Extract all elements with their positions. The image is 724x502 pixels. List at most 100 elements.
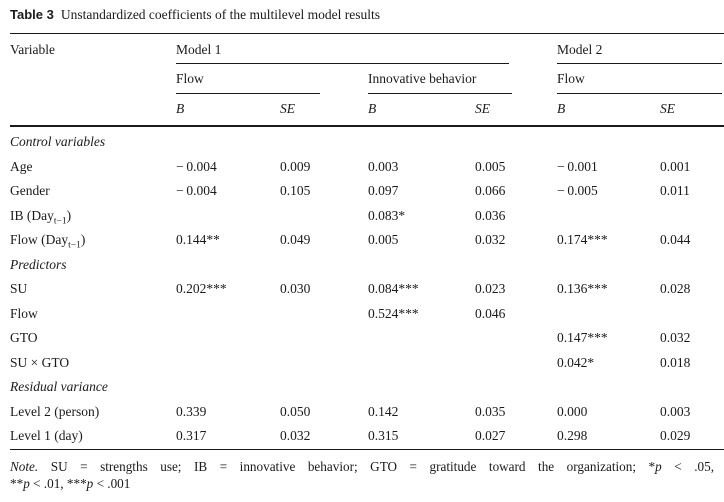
value-cell: 0.023 xyxy=(475,281,506,297)
value-cell xyxy=(176,302,280,327)
value-cell: 0.003 xyxy=(368,158,399,174)
header-row-models: Variable Model 1 Model 2 xyxy=(10,33,724,127)
section-label: Predictors xyxy=(10,256,67,272)
column-group-model1-label: Model 1 xyxy=(176,34,509,64)
row-label: Level 2 (person) xyxy=(10,403,100,419)
value-cell: 0.032 xyxy=(280,424,368,450)
table-header: Variable Model 1 Model 2 Flow Innovative… xyxy=(10,33,724,127)
value-cell: 0.032 xyxy=(660,330,691,346)
column-group-innovative-behavior: Innovative behavior xyxy=(368,64,557,94)
column-group-flow-m2: Flow xyxy=(557,64,724,94)
table-caption-text: Unstandardized coefficients of the multi… xyxy=(60,7,380,22)
value-cell: − 0.004 xyxy=(176,158,217,174)
table-row: Flow 0.524*** 0.046 xyxy=(10,302,724,327)
value-cell xyxy=(280,326,368,351)
value-cell: 0.005 xyxy=(368,232,399,248)
column-group-model2: Model 2 xyxy=(557,33,724,64)
value-cell: 0.029 xyxy=(660,424,724,450)
value-cell: 0.050 xyxy=(280,403,311,419)
value-cell xyxy=(475,326,557,351)
table-row: Level 1 (day) 0.317 0.032 0.315 0.027 0.298 0.… xyxy=(10,424,724,450)
row-label: SU × GTO xyxy=(10,354,70,370)
note-segment: ** xyxy=(10,476,24,491)
column-group-flow-m1-label: Flow xyxy=(176,64,320,94)
row-label: Flow (Dayt−1) xyxy=(10,232,86,251)
table-row: Gender − 0.004 0.105 0.097 0.066 − 0.005 0.011 xyxy=(10,179,724,204)
value-cell: − 0.004 xyxy=(176,183,217,199)
value-cell: 0.097 xyxy=(368,183,399,199)
value-cell: 0.084*** xyxy=(368,281,419,297)
value-cell: 0.174*** xyxy=(557,232,608,248)
value-cell: 0.035 xyxy=(475,403,506,419)
header-row-b-se: B SE B SE B SE xyxy=(10,94,724,127)
value-cell: 0.005 xyxy=(475,158,506,174)
table-caption: Table 3 Unstandardized coefficients of th… xyxy=(10,6,714,24)
value-cell xyxy=(660,302,724,327)
table-body: Control variables Age − 0.004 0.009 0.003 0.0… xyxy=(10,126,724,450)
table-note: Note. SU = strengths use; IB = innovativ… xyxy=(10,458,714,493)
table-row: SU × GTO 0.042* 0.018 xyxy=(10,351,724,376)
row-label-subscript: t−1 xyxy=(68,240,81,251)
column-group-flow-m1: Flow xyxy=(176,64,368,94)
value-cell: 0.027 xyxy=(475,424,557,450)
value-cell: 0.042* xyxy=(557,354,595,370)
row-label: IB (Dayt−1) xyxy=(10,207,72,227)
value-cell: − 0.001 xyxy=(557,158,598,174)
column-header-variable-label: Variable xyxy=(10,42,55,57)
column-group-model2-label: Model 2 xyxy=(557,34,722,64)
value-cell: 0.066 xyxy=(475,183,506,199)
value-cell: 0.105 xyxy=(280,183,311,199)
column-group-flow-m2-label: Flow xyxy=(557,64,722,94)
row-label-subscript: t−1 xyxy=(53,216,67,227)
value-cell: 0.144** xyxy=(176,232,220,248)
table-row: GTO 0.147*** 0.032 xyxy=(10,326,724,351)
value-cell: 0.524*** xyxy=(368,305,419,321)
value-cell: 0.317 xyxy=(176,424,280,450)
section-label: Residual variance xyxy=(10,379,108,395)
value-cell: 0.036 xyxy=(475,207,506,223)
value-cell: 0.011 xyxy=(660,183,690,199)
note-segment: p xyxy=(655,458,662,474)
value-cell: 0.202*** xyxy=(176,281,227,297)
section-row: Residual variance xyxy=(10,375,724,400)
column-header-b3: B xyxy=(557,94,660,127)
table-row: IB (Dayt−1) 0.083* 0.036 xyxy=(10,204,724,229)
row-label: Gender xyxy=(10,183,50,199)
table-row: Flow (Dayt−1) 0.144** 0.049 0.005 0.032 0.174… xyxy=(10,228,724,253)
results-table: Variable Model 1 Model 2 Flow Innovative… xyxy=(10,33,724,450)
section-row: Predictors xyxy=(10,253,724,278)
value-cell: 0.028 xyxy=(660,281,691,297)
column-header-b1: B xyxy=(176,94,280,127)
value-cell: 0.298 xyxy=(557,424,660,450)
note-segment: < .001 xyxy=(93,476,131,491)
note-segment: < .05, xyxy=(661,458,714,474)
value-cell xyxy=(176,326,280,351)
value-cell xyxy=(280,302,368,327)
row-label: Age xyxy=(10,158,33,174)
value-cell: 0.136*** xyxy=(557,281,608,297)
column-group-innovative-behavior-label: Innovative behavior xyxy=(368,64,512,94)
table-row: Level 2 (person) 0.339 0.050 0.142 0.035 0.00… xyxy=(10,400,724,425)
value-cell xyxy=(557,204,660,229)
column-header-se1: SE xyxy=(280,94,368,127)
column-header-variable: Variable xyxy=(10,33,176,127)
value-cell: 0.339 xyxy=(176,403,207,419)
value-cell: 0.001 xyxy=(660,158,691,174)
column-header-b2: B xyxy=(368,94,475,127)
row-label: SU xyxy=(10,281,28,297)
value-cell xyxy=(176,351,280,376)
column-header-se2: SE xyxy=(475,94,557,127)
row-label: Level 1 (day) xyxy=(10,424,176,450)
note-segment: p xyxy=(23,476,30,491)
note-line1: Note. SU = strengths use; IB = innovativ… xyxy=(10,458,714,476)
note-segment: SU = strengths use; IB = innovative beha… xyxy=(38,458,656,474)
note-segment: < .01, *** xyxy=(29,476,87,491)
value-cell xyxy=(475,351,557,376)
value-cell: 0.315 xyxy=(368,424,475,450)
value-cell: 0.147*** xyxy=(557,330,608,346)
table-row: Age − 0.004 0.009 0.003 0.005 − 0.001 0.001 xyxy=(10,155,724,180)
value-cell: − 0.005 xyxy=(557,183,598,199)
value-cell xyxy=(176,204,280,229)
value-cell: 0.000 xyxy=(557,403,588,419)
